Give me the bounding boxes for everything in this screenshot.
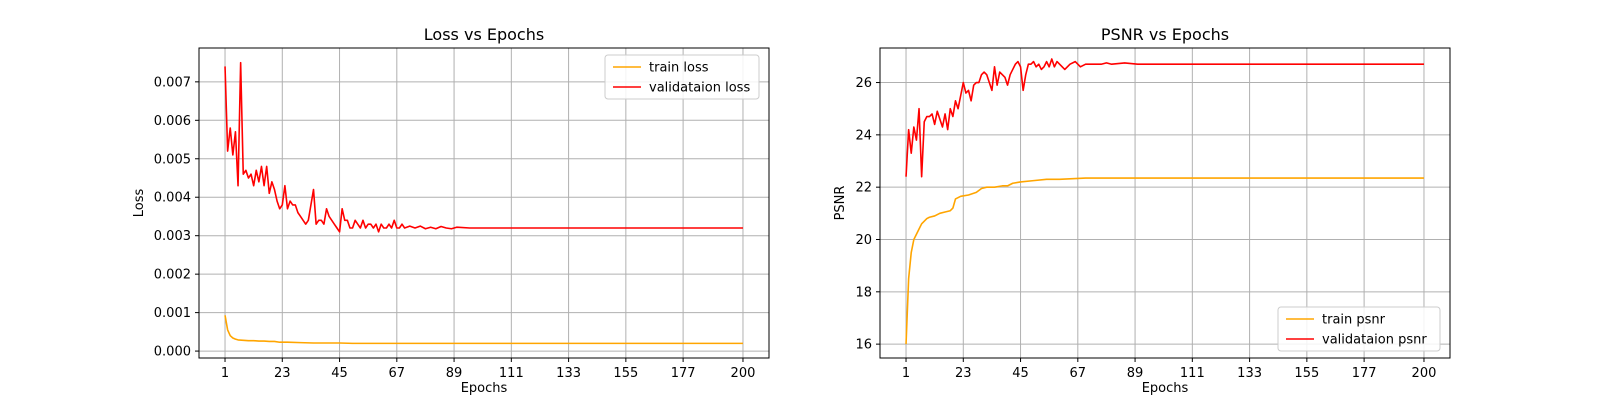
psnr-y-tick-label: 26 <box>855 76 872 91</box>
psnr-series-line-1 <box>905 177 1424 345</box>
psnr-x-tick-label: 23 <box>955 366 972 381</box>
loss-x-tick-label: 67 <box>389 366 406 381</box>
psnr-y-tick-label: 20 <box>855 233 872 248</box>
loss-chart-title: Loss vs Epochs <box>424 25 544 44</box>
psnr-legend: train psnr validataion psnr <box>1277 306 1441 352</box>
loss-y-tick-label: 0.001 <box>154 306 191 321</box>
psnr-legend-label: validataion psnr <box>1322 333 1427 348</box>
psnr-y-tick-label: 24 <box>855 128 872 143</box>
psnr-x-axis-label: Epochs <box>1142 381 1189 396</box>
psnr-series-line-2 <box>905 58 1424 178</box>
psnr-y-axis-label: PSNR <box>833 186 848 221</box>
psnr-x-tick-label: 200 <box>1412 366 1437 381</box>
loss-y-tick-label: 0.002 <box>154 268 191 283</box>
loss-x-tick-label: 45 <box>331 366 348 381</box>
psnr-legend-box <box>1277 306 1441 352</box>
loss-x-tick-label: 23 <box>274 366 291 381</box>
loss-y-tick-label: 0.005 <box>154 152 191 167</box>
loss-y-tick-label: 0.004 <box>154 191 191 206</box>
psnr-x-tick-label: 155 <box>1294 366 1319 381</box>
psnr-x-tick-label: 177 <box>1352 366 1377 381</box>
loss-grid <box>199 48 769 358</box>
psnr-grid <box>880 48 1450 358</box>
loss-legend-label: train loss <box>649 61 709 76</box>
loss-legend-label: validataion loss <box>649 81 750 96</box>
loss-y-tick-label: 0.007 <box>154 75 191 90</box>
psnr-legend-label: train psnr <box>1322 313 1386 328</box>
loss-ticks: 1 23 45 67 89 111 133 155 177 200 0.000 0.001 0.002 0… <box>154 75 756 381</box>
loss-x-tick-label: 200 <box>731 366 756 381</box>
psnr-x-tick-label: 45 <box>1012 366 1029 381</box>
loss-x-tick-label: 111 <box>499 366 524 381</box>
loss-x-tick-label: 177 <box>671 366 696 381</box>
loss-x-tick-label: 1 <box>221 366 229 381</box>
psnr-x-tick-label: 111 <box>1180 366 1205 381</box>
loss-x-tick-label: 133 <box>556 366 581 381</box>
loss-series-line-1 <box>224 315 743 345</box>
loss-x-tick-label: 89 <box>446 366 463 381</box>
loss-lines <box>224 61 743 345</box>
psnr-plot-frame <box>879 47 1451 359</box>
psnr-y-tick-label: 16 <box>855 338 872 353</box>
loss-y-tick-label: 0.003 <box>154 229 191 244</box>
psnr-x-tick-label: 133 <box>1237 366 1262 381</box>
loss-x-axis-label: Epochs <box>461 381 508 396</box>
loss-x-tick-label: 155 <box>613 366 638 381</box>
psnr-chart: 1 23 45 67 89 111 133 155 177 200 16 18 20 22 24 26 PSN… <box>833 25 1451 396</box>
psnr-y-tick-label: 22 <box>855 181 872 196</box>
loss-y-tick-label: 0.000 <box>154 345 191 360</box>
loss-legend: train loss validataion loss <box>604 54 760 100</box>
psnr-y-tick-label: 18 <box>855 285 872 300</box>
loss-y-tick-label: 0.006 <box>154 114 191 129</box>
psnr-chart-title: PSNR vs Epochs <box>1101 25 1229 44</box>
loss-plot-frame <box>198 47 770 359</box>
loss-chart: 1 23 45 67 89 111 133 155 177 200 0.000 0.001 0.002 0… <box>132 25 770 396</box>
psnr-ticks: 1 23 45 67 89 111 133 155 177 200 16 18 20 22 24 26 <box>855 76 1436 381</box>
psnr-lines <box>905 58 1424 345</box>
loss-legend-box <box>604 54 760 100</box>
psnr-x-tick-label: 1 <box>902 366 910 381</box>
psnr-x-tick-label: 89 <box>1127 366 1144 381</box>
loss-y-axis-label: Loss <box>132 189 147 218</box>
psnr-x-tick-label: 67 <box>1070 366 1087 381</box>
loss-series-line-2 <box>224 61 743 233</box>
